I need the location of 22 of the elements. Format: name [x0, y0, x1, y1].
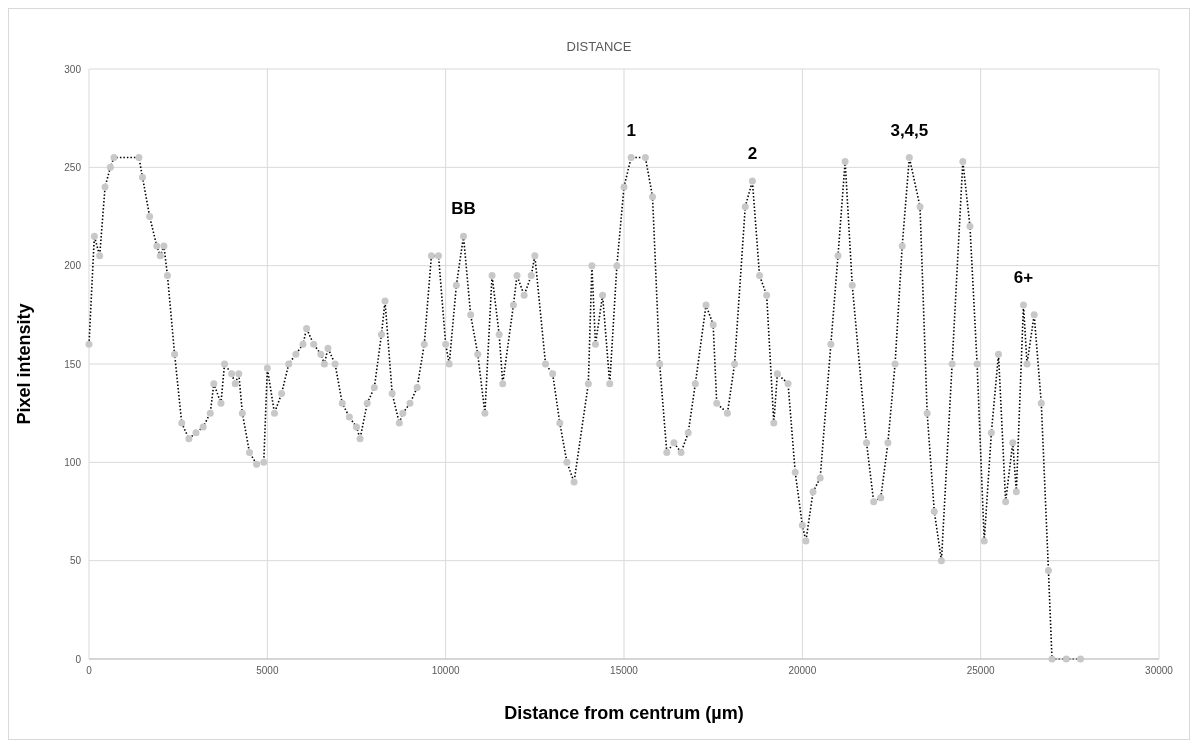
x-axis-title: Distance from centrum (µm)	[504, 703, 744, 723]
x-tick-label: 0	[86, 665, 93, 677]
x-tick-label: 30000	[1145, 665, 1174, 677]
annotation: 1	[626, 120, 636, 140]
annotation: 3,4,5	[890, 120, 929, 140]
chart-title: DISTANCE	[565, 38, 633, 56]
x-tick-label: 5000	[256, 665, 279, 677]
x-tick-label: 20000	[788, 665, 817, 677]
y-tick-label: 50	[69, 555, 82, 567]
y-tick-label: 200	[64, 260, 82, 272]
x-tick-label: 15000	[610, 665, 639, 677]
x-tick-label: 25000	[966, 665, 996, 677]
y-tick-label: 0	[75, 653, 82, 665]
y-tick-label: 250	[64, 161, 82, 173]
y-tick-label: 150	[64, 358, 82, 370]
y-tick-label: 100	[64, 456, 82, 468]
annotation: 2	[747, 144, 758, 164]
y-tick-label: 300	[64, 63, 82, 75]
x-tick-label: 10000	[431, 665, 461, 677]
annotation: 6+	[1013, 268, 1034, 287]
annotation: BB	[451, 199, 476, 219]
y-axis-title: Pixel intensity	[14, 303, 35, 425]
